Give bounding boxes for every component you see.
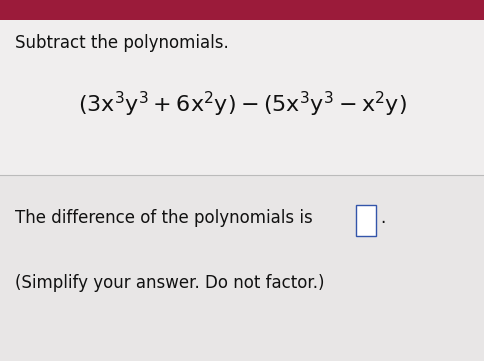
Bar [0,175,484,361]
Text: Subtract the polynomials.: Subtract the polynomials. [15,34,228,52]
Text: The difference of the polynomials is: The difference of the polynomials is [15,209,312,227]
Text: (Simplify your answer. Do not factor.): (Simplify your answer. Do not factor.) [15,274,324,292]
Bar [0,0,484,20]
Text: $\mathregular{(3x^{3}y^{3}+6x^{2}y)-(5x^{3}y^{3}-x^{2}y)}$: $\mathregular{(3x^{3}y^{3}+6x^{2}y)-(5x^… [77,90,407,119]
Text: .: . [380,209,385,227]
Bar [356,205,376,236]
